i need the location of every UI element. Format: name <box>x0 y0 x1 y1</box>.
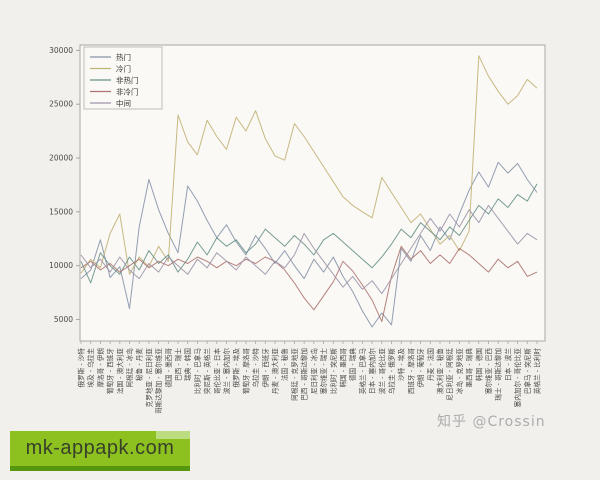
x-axis-tick-label: 秘鲁 - 丹麦 <box>135 348 144 381</box>
legend-label-0: 热门 <box>116 52 131 62</box>
y-axis-tick-label: 5000 <box>54 315 73 324</box>
x-axis-tick-label: 丹麦 - 澳大利亚 <box>271 348 280 395</box>
x-axis-tick-label: 乌拉圭 - 俄罗斯 <box>387 348 396 395</box>
x-axis-tick-label: 英格兰 - 比利时 <box>533 348 542 395</box>
x-axis-tick-label: 伊朗 - 葡萄牙 <box>416 348 425 388</box>
series-line-0 <box>80 161 538 328</box>
y-axis-tick-label: 30000 <box>49 46 73 55</box>
x-axis-tick-label: 波兰 - 哥伦比亚 <box>377 348 386 395</box>
x-axis-tick-label: 德国 - 墨西哥 <box>164 348 173 388</box>
y-axis-tick-label: 15000 <box>49 207 73 216</box>
x-axis-tick-label: 比利时 - 巴拿马 <box>193 348 202 395</box>
y-axis-tick-label: 10000 <box>49 261 73 270</box>
x-axis-tick-label: 哥斯达黎加 - 塞尔维亚 <box>154 348 163 414</box>
badge-bottom-band <box>10 466 190 471</box>
x-axis-tick-label: 西班牙 - 摩洛哥 <box>406 348 415 395</box>
x-axis-tick-label: 俄罗斯 - 沙特 <box>77 348 86 388</box>
legend-label-2: 非热门 <box>116 75 139 85</box>
x-axis-tick-label: 澳大利亚 - 秘鲁 <box>435 348 444 395</box>
x-axis-tick-label: 英格兰 - 巴拿马 <box>358 348 367 395</box>
x-axis-tick-label: 德国 - 瑞典 <box>348 348 357 381</box>
x-axis-tick-label: 塞内加尔 - 哥伦比亚 <box>513 348 522 408</box>
x-axis-tick-label: 日本 - 波兰 <box>503 348 512 381</box>
series-line-4 <box>80 204 538 295</box>
x-axis-tick-label: 法国 - 澳大利亚 <box>115 348 124 395</box>
x-axis-tick-label: 埃及 - 乌拉圭 <box>86 348 95 388</box>
x-axis-tick-label: 冰岛 - 克罗地亚 <box>455 348 464 395</box>
x-axis-tick-label: 塞尔维亚 - 巴西 <box>484 348 493 395</box>
x-axis-tick-label: 乌拉圭 - 沙特 <box>251 348 260 388</box>
x-axis-tick-label: 墨西哥 - 瑞典 <box>465 348 474 388</box>
x-axis-tick-label: 波兰 - 塞内加尔 <box>222 348 231 395</box>
x-axis-tick-label: 阿根廷 - 克罗地亚 <box>290 348 299 401</box>
x-axis-tick-label: 瑞典 - 韩国 <box>183 348 192 381</box>
x-axis-tick-label: 尼日利亚 - 阿根廷 <box>445 348 454 401</box>
x-axis-tick-label: 摩洛哥 - 伊朗 <box>96 348 105 388</box>
x-axis-tick-label: 尼日利亚 - 冰岛 <box>309 348 318 395</box>
legend-label-1: 冷门 <box>116 63 131 73</box>
legend-label-3: 非冷门 <box>116 86 139 96</box>
x-axis-tick-label: 阿根廷 - 冰岛 <box>125 348 134 388</box>
x-axis-tick-label: 法国 - 秘鲁 <box>280 348 289 381</box>
y-axis-tick-label: 25000 <box>49 100 73 109</box>
site-badge: mk-appapk.com <box>10 431 190 471</box>
x-axis-tick-label: 日本 - 塞内加尔 <box>368 348 377 395</box>
series-line-1 <box>80 55 538 275</box>
x-axis-tick-label: 哥伦比亚 - 日本 <box>212 348 221 395</box>
badge-top-band <box>156 431 190 439</box>
watermark: 知乎 @Crossin <box>437 414 546 430</box>
x-axis-tick-label: 突尼斯 - 英格兰 <box>203 348 212 395</box>
x-axis-tick-label: 葡萄牙 - 西班牙 <box>106 348 115 395</box>
x-axis-tick-label: 俄罗斯 - 埃及 <box>232 348 241 388</box>
x-axis-tick-label: 巴拿马 - 突尼斯 <box>523 348 532 395</box>
x-axis-tick-label: 丹麦 - 法国 <box>426 348 435 381</box>
x-axis-tick-label: 瑞士 - 哥斯达黎加 <box>494 348 503 401</box>
x-axis-tick-label: 沙特 - 埃及 <box>397 348 406 381</box>
x-axis-tick-label: 韩国 - 墨西哥 <box>338 348 347 388</box>
x-axis-tick-label: 巴西 - 哥斯达黎加 <box>300 348 309 401</box>
legend-label-4: 中间 <box>116 98 131 108</box>
x-axis-tick-label: 伊朗 - 西班牙 <box>261 348 270 388</box>
x-axis-tick-label: 比利时 - 突尼斯 <box>329 348 338 395</box>
x-axis-tick-label: 塞尔维亚 - 瑞士 <box>319 348 328 395</box>
series-line-3 <box>80 245 538 323</box>
x-axis-tick-label: 克罗地亚 - 尼日利亚 <box>144 348 153 408</box>
series-line-2 <box>80 183 538 284</box>
x-axis-tick-label: 葡萄牙 - 摩洛哥 <box>241 348 250 395</box>
badge-text: mk-appapk.com <box>25 437 175 459</box>
y-axis-tick-label: 20000 <box>49 154 73 163</box>
x-axis-tick-label: 韩国 - 德国 <box>474 348 483 381</box>
x-axis-tick-label: 巴西 - 瑞士 <box>174 348 183 381</box>
